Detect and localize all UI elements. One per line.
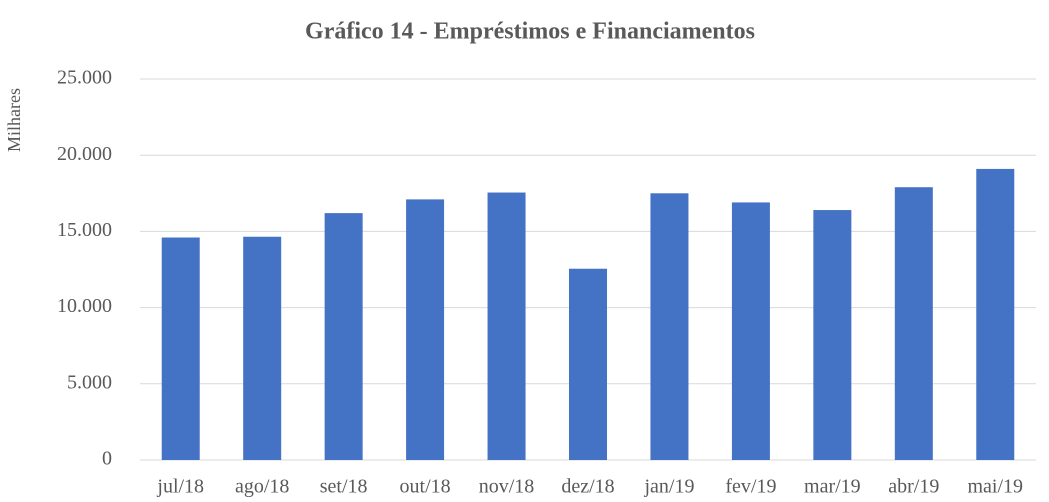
x-tick-label: set/18 (320, 476, 368, 498)
bar (650, 193, 689, 461)
x-tick-label: mai/19 (967, 476, 1023, 498)
bar (243, 236, 282, 460)
x-tick-label: abr/19 (888, 476, 939, 498)
x-tick-label: fev/19 (725, 476, 776, 498)
y-axis-label: Milhares (4, 88, 24, 152)
x-tick-label: nov/18 (479, 476, 535, 498)
x-tick-label: mar/19 (804, 476, 861, 498)
bar (569, 268, 607, 460)
bar (406, 199, 445, 460)
bar (324, 213, 363, 460)
y-tick-label: 15.000 (57, 219, 112, 241)
bar (161, 237, 200, 460)
bar (976, 168, 1015, 460)
x-tick-label: jan/19 (643, 476, 694, 498)
bar (487, 192, 526, 460)
bar (894, 187, 933, 461)
x-tick-label: ago/18 (235, 476, 289, 498)
x-tick-label: dez/18 (561, 476, 614, 498)
bar (813, 210, 852, 460)
y-tick-label: 5.000 (67, 371, 112, 393)
y-tick-label: 10.000 (57, 295, 112, 317)
bar (731, 202, 770, 460)
y-tick-label: 25.000 (57, 67, 112, 89)
chart-title: Gráfico 14 - Empréstimos e Financiamento… (305, 19, 755, 45)
y-tick-label: 0 (102, 448, 112, 470)
x-tick-label: out/18 (400, 476, 451, 498)
x-tick-label: jul/18 (156, 476, 204, 498)
y-tick-label: 20.000 (57, 143, 112, 165)
